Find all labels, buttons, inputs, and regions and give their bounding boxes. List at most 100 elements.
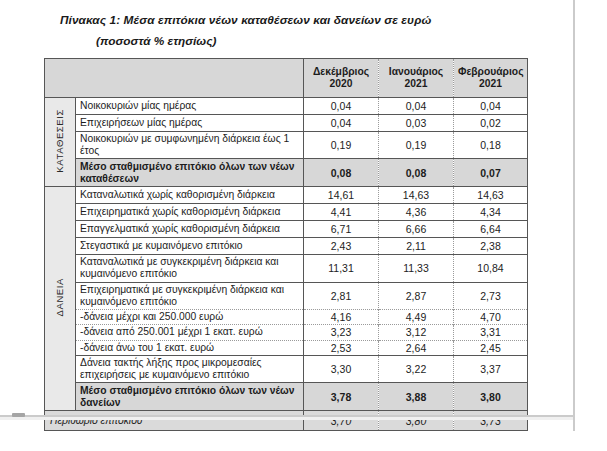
rate-value: 2,11 bbox=[379, 238, 454, 255]
column-header-month: Φεβρουάριος bbox=[458, 66, 523, 78]
rate-value: 4,49 bbox=[379, 309, 454, 324]
rate-value: 10,84 bbox=[454, 255, 528, 282]
rate-value: 2,87 bbox=[379, 282, 454, 309]
rate-value: 0,19 bbox=[304, 132, 379, 159]
column-header-year: 2021 bbox=[458, 78, 523, 90]
row-label: -δάνεια άνω του 1 εκατ. ευρώ bbox=[76, 340, 304, 355]
rate-value: 0,04 bbox=[454, 98, 528, 115]
rate-value: 2,38 bbox=[454, 238, 528, 255]
table-subrow: -δάνεια από 250.001 μέχρι 1 εκατ. ευρώ 3… bbox=[45, 325, 528, 340]
interest-margin-row: Περιθώριο επιτοκίου 3,70 3,80 3,73 bbox=[45, 411, 528, 431]
rate-value: 3,12 bbox=[379, 325, 454, 340]
rate-value: 2,43 bbox=[304, 238, 379, 255]
table-header-row: Δεκέμβριος 2020 Ιανουάριος 2021 Φεβρουάρ… bbox=[45, 59, 528, 98]
row-label: Καταναλωτικά χωρίς καθορισμένη διάρκεια bbox=[76, 187, 304, 204]
rate-value: 11,33 bbox=[379, 255, 454, 282]
column-header-dec-2020: Δεκέμβριος 2020 bbox=[304, 59, 379, 98]
rate-value: 0,08 bbox=[304, 159, 379, 187]
rate-value: 3,78 bbox=[304, 383, 379, 411]
row-label: Δάνεια τακτής λήξης προς μικρομεσαίες επ… bbox=[76, 355, 304, 382]
row-label: -δάνεια από 250.001 μέχρι 1 εκατ. ευρώ bbox=[76, 325, 304, 340]
section-label-text: ΔΑΝΕΙΑ bbox=[54, 278, 65, 316]
rate-value: 0,02 bbox=[454, 115, 528, 132]
rate-value: 2,45 bbox=[454, 340, 528, 355]
column-header-year: 2020 bbox=[308, 78, 374, 90]
rate-value: 3,23 bbox=[304, 325, 379, 340]
deposits-summary-row: Μέσο σταθμισμένο επιτόκιο όλων των νέων … bbox=[45, 159, 528, 187]
loans-summary-row: Μέσο σταθμισμένο επιτόκιο όλων των νέων … bbox=[45, 383, 528, 411]
table-subrow: -δάνεια μέχρι και 250.000 ευρώ 4,16 4,49… bbox=[45, 309, 528, 324]
row-label: Επιχειρηματικά με συγκεκριμένη διάρκεια … bbox=[76, 282, 304, 309]
table-row: Στεγαστικά με κυμαινόμενο επιτόκιο 2,43 … bbox=[45, 238, 528, 255]
rate-value: 2,73 bbox=[454, 282, 528, 309]
row-label: Νοικοκυριών μίας ημέρας bbox=[76, 98, 304, 115]
table-title: Πίνακας 1: Μέσα επιτόκια νέων καταθέσεων… bbox=[60, 13, 431, 27]
rate-value: 11,31 bbox=[304, 255, 379, 282]
table-row: Επιχειρηματικά με συγκεκριμένη διάρκεια … bbox=[45, 282, 528, 309]
column-header-month: Ιανουάριος bbox=[383, 66, 449, 78]
rate-value: 2,64 bbox=[379, 340, 454, 355]
table-subtitle: (ποσοστά % ετησίως) bbox=[96, 34, 216, 48]
rate-value: 3,88 bbox=[379, 383, 454, 411]
row-label: Μέσο σταθμισμένο επιτόκιο όλων των νέων … bbox=[76, 383, 304, 411]
table-row: Καταναλωτικά με συγκεκριμένη διάρκεια κα… bbox=[45, 255, 528, 282]
section-label-deposits: ΚΑΤΑΘΕΣΕΙΣ bbox=[45, 98, 76, 187]
rate-value: 3,73 bbox=[454, 411, 528, 431]
table-row: Νοικοκυριών με συμφωνημένη διάρκεια έως … bbox=[45, 132, 528, 159]
rate-value: 3,80 bbox=[379, 411, 454, 431]
table-row: Δάνεια τακτής λήξης προς μικρομεσαίες επ… bbox=[45, 355, 528, 382]
page-right-edge bbox=[573, 0, 575, 431]
column-header-jan-2021: Ιανουάριος 2021 bbox=[379, 59, 454, 98]
rate-value: 3,22 bbox=[379, 355, 454, 382]
corner-cell bbox=[45, 59, 304, 98]
rate-value: 4,16 bbox=[304, 309, 379, 324]
row-label: Μέσο σταθμισμένο επιτόκιο όλων των νέων … bbox=[76, 159, 304, 187]
rate-value: 14,61 bbox=[304, 187, 379, 204]
rate-value: 0,04 bbox=[304, 115, 379, 132]
page-margin-mark bbox=[12, 413, 25, 417]
rate-value: 6,71 bbox=[304, 221, 379, 238]
section-label-text: ΚΑΤΑΘΕΣΕΙΣ bbox=[54, 109, 65, 173]
rate-value: 2,53 bbox=[304, 340, 379, 355]
rate-value: 3,70 bbox=[304, 411, 379, 431]
rate-value: 0,03 bbox=[379, 115, 454, 132]
rate-value: 3,80 bbox=[454, 383, 528, 411]
rate-value: 14,63 bbox=[379, 187, 454, 204]
rate-value: 14,63 bbox=[454, 187, 528, 204]
row-label: Επιχειρήσεων μίας ημέρας bbox=[76, 115, 304, 132]
rate-value: 0,04 bbox=[304, 98, 379, 115]
column-header-year: 2021 bbox=[383, 78, 449, 90]
rate-value: 4,34 bbox=[454, 204, 528, 221]
row-label: Επαγγελματικά χωρίς καθορισμένη διάρκεια bbox=[76, 221, 304, 238]
rate-value: 4,70 bbox=[454, 309, 528, 324]
row-label: Νοικοκυριών με συμφωνημένη διάρκεια έως … bbox=[76, 132, 304, 159]
rate-value: 4,36 bbox=[379, 204, 454, 221]
table-row: Επιχειρήσεων μίας ημέρας 0,04 0,03 0,02 bbox=[45, 115, 528, 132]
table-subrow: -δάνεια άνω του 1 εκατ. ευρώ 2,53 2,64 2… bbox=[45, 340, 528, 355]
table-row: ΚΑΤΑΘΕΣΕΙΣ Νοικοκυριών μίας ημέρας 0,04 … bbox=[45, 98, 528, 115]
rate-value: 3,37 bbox=[454, 355, 528, 382]
interest-rates-table: Δεκέμβριος 2020 Ιανουάριος 2021 Φεβρουάρ… bbox=[44, 58, 528, 431]
rate-value: 6,64 bbox=[454, 221, 528, 238]
column-header-month: Δεκέμβριος bbox=[308, 66, 374, 78]
column-header-feb-2021: Φεβρουάριος 2021 bbox=[454, 59, 528, 98]
table-row: Επαγγελματικά χωρίς καθορισμένη διάρκεια… bbox=[45, 221, 528, 238]
table-row: Επιχειρηματικά χωρίς καθορισμένη διάρκει… bbox=[45, 204, 528, 221]
rate-value: 0,19 bbox=[379, 132, 454, 159]
row-label: Στεγαστικά με κυμαινόμενο επιτόκιο bbox=[76, 238, 304, 255]
rate-value: 4,41 bbox=[304, 204, 379, 221]
row-label: Επιχειρηματικά χωρίς καθορισμένη διάρκει… bbox=[76, 204, 304, 221]
rate-value: 3,30 bbox=[304, 355, 379, 382]
rate-value: 0,04 bbox=[379, 98, 454, 115]
section-label-loans: ΔΑΝΕΙΑ bbox=[45, 187, 76, 411]
rate-value: 6,66 bbox=[379, 221, 454, 238]
rate-value: 0,07 bbox=[454, 159, 528, 187]
row-label: Καταναλωτικά με συγκεκριμένη διάρκεια κα… bbox=[76, 255, 304, 282]
page-bottom-shade bbox=[0, 417, 574, 420]
rate-value: 0,18 bbox=[454, 132, 528, 159]
rate-value: 0,08 bbox=[379, 159, 454, 187]
footer-row-label: Περιθώριο επιτοκίου bbox=[45, 411, 304, 431]
rate-value: 2,81 bbox=[304, 282, 379, 309]
row-label: -δάνεια μέχρι και 250.000 ευρώ bbox=[76, 309, 304, 324]
rate-value: 3,31 bbox=[454, 325, 528, 340]
